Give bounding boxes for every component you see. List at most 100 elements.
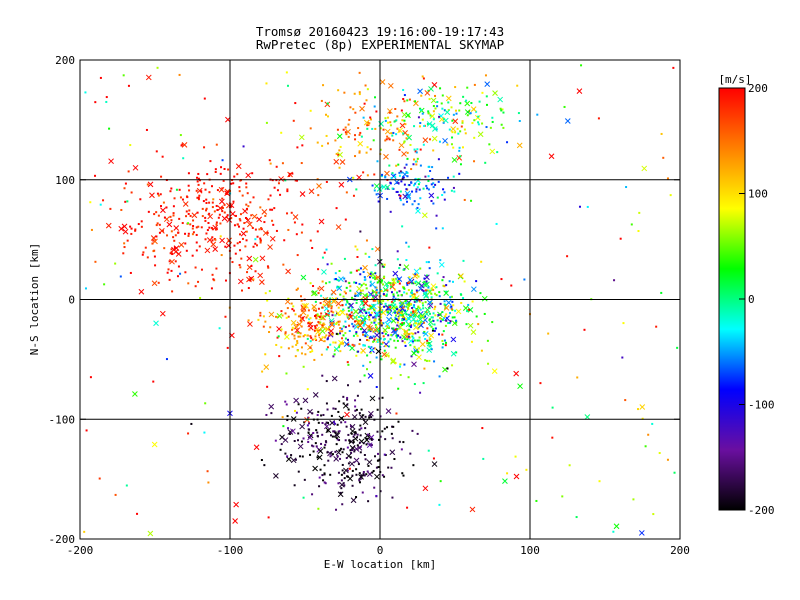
data-point-dot (325, 113, 328, 116)
data-point-x (311, 304, 318, 310)
data-point-dot (208, 201, 211, 204)
data-point-dot (351, 343, 354, 346)
data-point-dot (219, 235, 222, 238)
data-point-dot (205, 209, 208, 212)
data-point-dot (387, 137, 390, 140)
data-point-dot (130, 191, 133, 194)
data-point-x (362, 300, 369, 307)
data-point-dot (375, 288, 378, 291)
data-point-dot (434, 314, 437, 317)
data-point-dot (354, 405, 357, 408)
data-point-dot (361, 491, 364, 494)
data-point-x (318, 314, 324, 321)
data-point-dot (322, 479, 325, 482)
data-point-dot (204, 188, 207, 191)
data-point-dot (397, 420, 400, 423)
data-point-dot (321, 433, 324, 436)
data-point-dot (335, 286, 338, 289)
data-point-x (392, 329, 399, 336)
data-point-dot (364, 84, 367, 87)
data-point-dot (271, 219, 274, 222)
data-point-dot (418, 125, 421, 128)
data-point-dot (438, 291, 441, 294)
data-point-dot (410, 324, 413, 327)
data-point-dot (313, 329, 316, 332)
data-point-dot (337, 482, 340, 485)
data-point-dot (242, 145, 245, 148)
data-point-x (419, 312, 426, 319)
data-point-dot (314, 327, 317, 330)
data-point-dot (355, 331, 358, 334)
data-point-dot (360, 351, 363, 354)
data-point-dot (195, 189, 198, 192)
data-point-dot (305, 316, 308, 319)
data-point-dot (98, 477, 101, 480)
data-point-dot (408, 315, 411, 318)
data-point-dot (367, 345, 370, 348)
data-point-x (484, 81, 491, 87)
data-point-dot (290, 454, 293, 457)
data-point-dot (396, 181, 399, 184)
data-point-dot (415, 289, 418, 292)
data-point-dot (317, 321, 320, 324)
data-point-dot (299, 295, 302, 298)
data-point-dot (362, 171, 365, 174)
data-point-dot (359, 311, 362, 314)
data-point-dot (179, 196, 182, 199)
data-point-dot (392, 425, 395, 428)
data-point-x (452, 118, 459, 125)
data-point-x (357, 322, 363, 329)
data-point-dot (300, 346, 303, 349)
data-point-dot (234, 252, 237, 255)
data-point-dot (286, 415, 289, 418)
data-point-x (401, 334, 407, 340)
data-point-dot (236, 173, 239, 176)
data-point-dot (349, 313, 352, 316)
data-point-dot (129, 271, 132, 274)
data-point-x (342, 402, 349, 409)
data-point-dot (160, 175, 163, 178)
data-point-dot (288, 172, 291, 175)
data-point-dot (445, 290, 448, 293)
data-point-dot (341, 469, 344, 472)
data-point-dot (220, 166, 223, 169)
data-point-dot (200, 226, 203, 229)
data-point-dot (358, 481, 361, 484)
data-point-x (411, 308, 418, 315)
data-point-dot (323, 481, 326, 484)
data-point-dot (346, 475, 349, 478)
data-point-dot (484, 161, 487, 164)
data-point-dot (443, 198, 446, 201)
data-point-dot (309, 282, 312, 285)
data-point-dot (84, 287, 87, 290)
data-point-dot (375, 386, 378, 389)
data-point-dot (233, 175, 236, 178)
data-point-dot (375, 276, 378, 279)
data-point-dot (260, 227, 263, 230)
data-point-x (371, 303, 377, 310)
data-point-dot (284, 312, 287, 315)
data-point-dot (286, 188, 289, 191)
data-point-dot (140, 225, 143, 228)
data-point-dot (500, 123, 503, 126)
data-point-dot (359, 131, 362, 134)
data-point-dot (418, 300, 421, 303)
data-point-dot (395, 412, 398, 415)
data-point-dot (349, 425, 352, 428)
data-point-dot (382, 335, 385, 338)
data-point-dot (414, 297, 417, 300)
data-point-dot (443, 191, 446, 194)
data-point-dot (381, 396, 384, 399)
data-point-dot (356, 334, 359, 337)
data-point-dot (163, 247, 166, 250)
data-point-x (390, 357, 397, 364)
data-point-dot (223, 203, 226, 206)
data-point-dot (114, 262, 117, 265)
data-point-dot (432, 202, 435, 205)
data-point-dot (262, 315, 265, 318)
data-point-dot (365, 443, 368, 446)
data-point-dot (352, 334, 355, 337)
data-point-dot (270, 412, 273, 415)
data-point-dot (389, 304, 392, 307)
data-point-dot (438, 503, 441, 506)
